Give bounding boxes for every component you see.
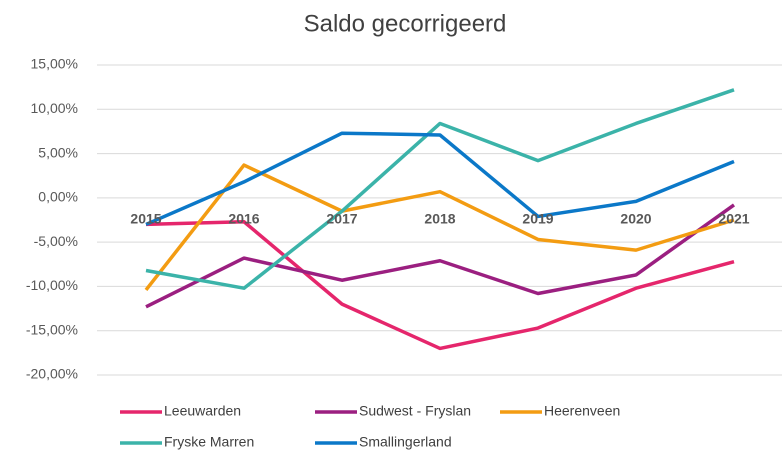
x-tick-label: 2020 — [620, 211, 651, 227]
x-tick-label: 2021 — [718, 211, 749, 227]
y-tick-label: 10,00% — [31, 100, 78, 116]
y-tick-label: 15,00% — [31, 56, 78, 72]
legend-label: Fryske Marren — [164, 434, 254, 450]
legend-label: Heerenveen — [544, 403, 620, 419]
y-tick-label: -5,00% — [34, 233, 78, 249]
legend-label: Sudwest - Fryslan — [359, 403, 471, 419]
legend-label: Smallingerland — [359, 434, 452, 450]
y-tick-label: -15,00% — [26, 321, 78, 337]
series-line — [145, 131, 735, 227]
y-tick-label: -20,00% — [26, 366, 78, 382]
x-tick-label: 2017 — [326, 211, 357, 227]
legend-label: Leeuwarden — [164, 403, 241, 419]
x-tick-label: 2016 — [228, 211, 259, 227]
series-line — [145, 203, 736, 309]
series-line — [145, 88, 735, 290]
y-tick-label: -10,00% — [26, 277, 78, 293]
y-tick-label: 5,00% — [38, 144, 78, 160]
series-line — [145, 220, 735, 351]
x-tick-label: 2018 — [424, 211, 455, 227]
x-tick-label: 2019 — [522, 211, 553, 227]
series-line — [144, 163, 735, 292]
chart-title: Saldo gecorrigeerd — [304, 10, 507, 37]
x-tick-label: 2015 — [130, 211, 161, 227]
y-tick-label: 0,00% — [38, 189, 78, 205]
